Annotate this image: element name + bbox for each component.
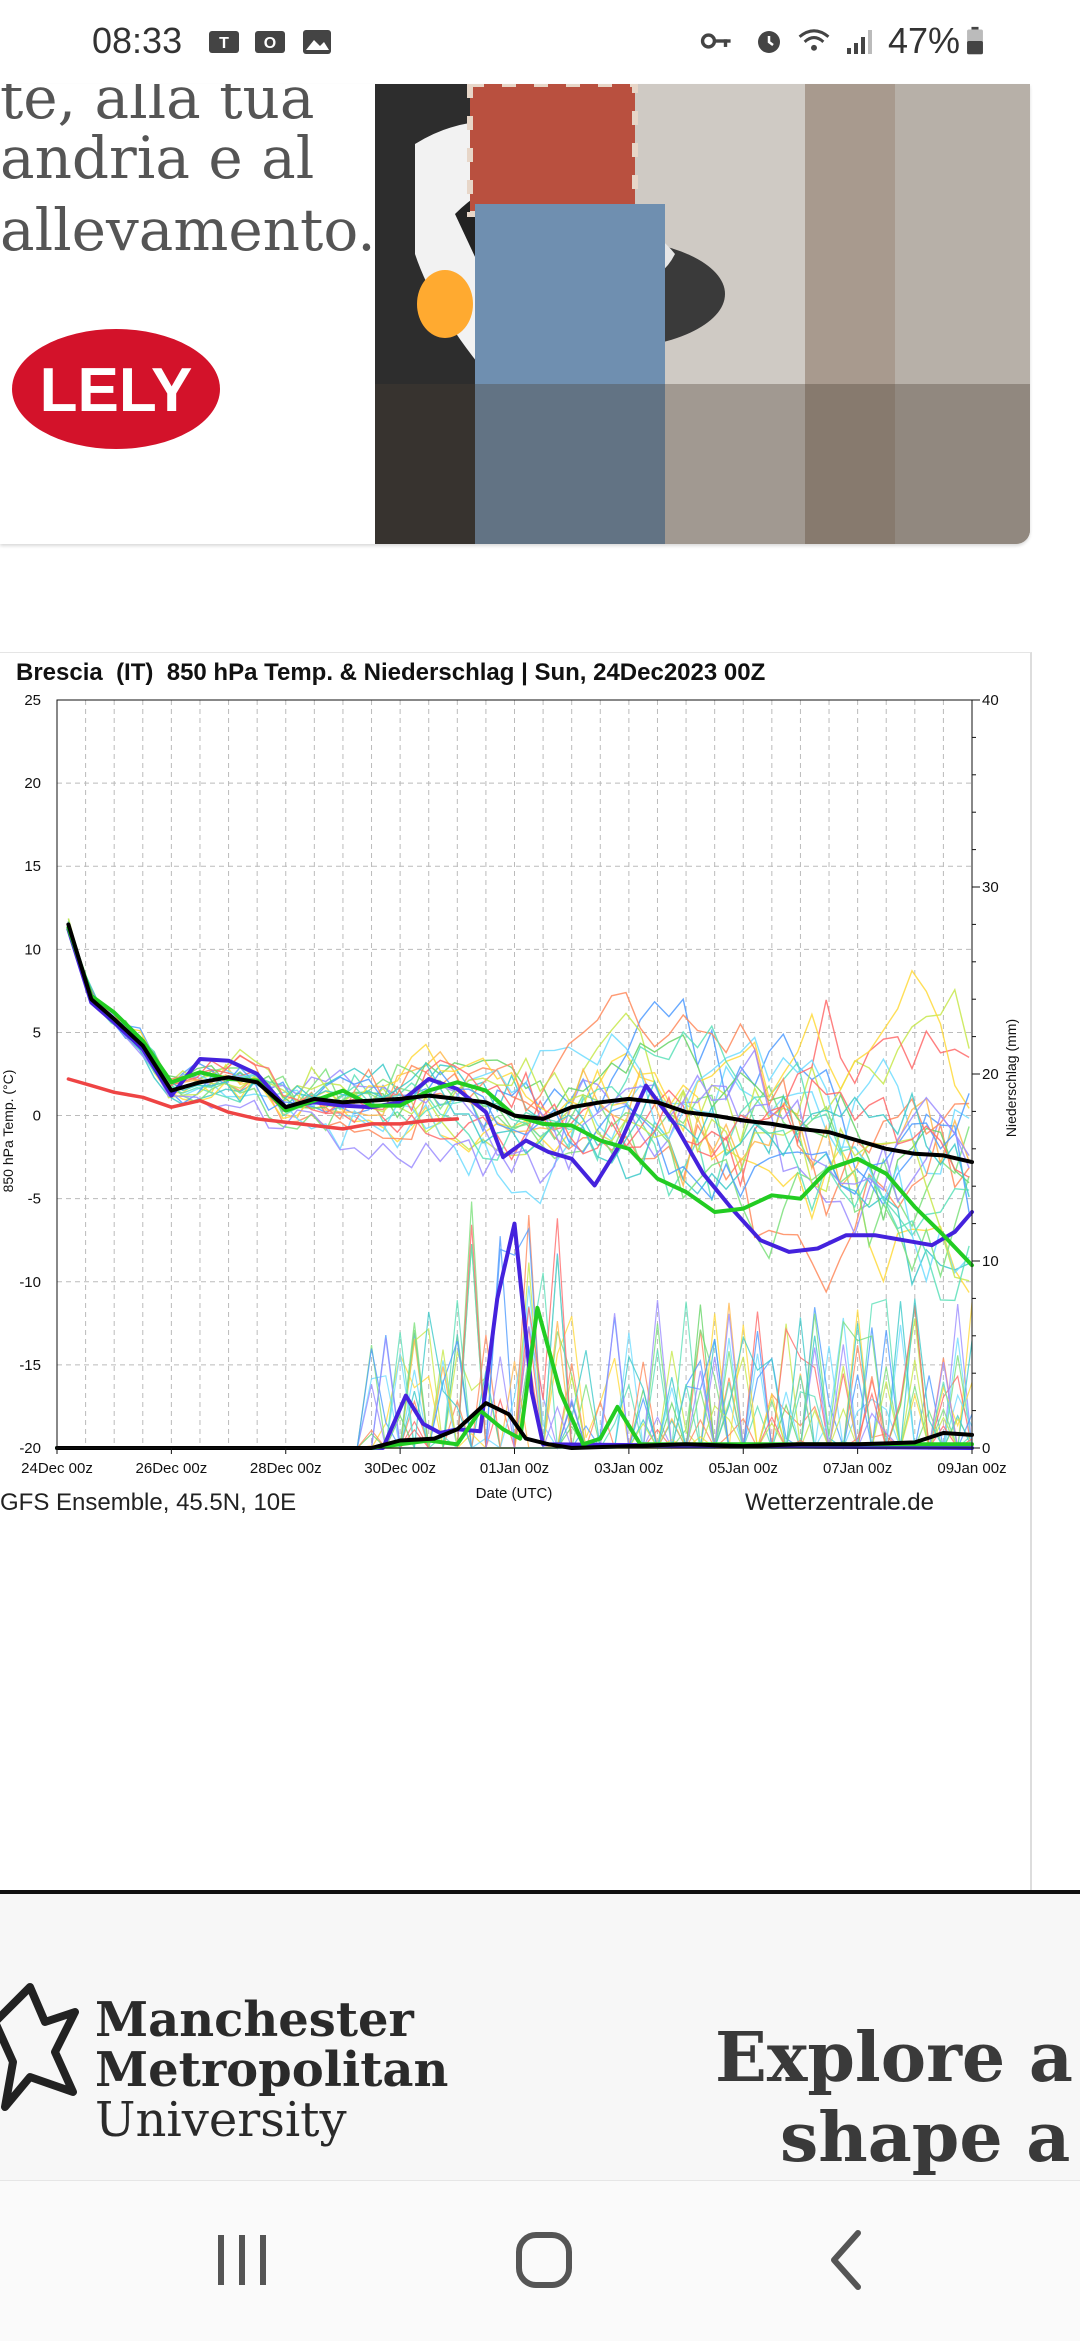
battery-icon <box>967 26 983 55</box>
ensemble-member-temperature <box>67 920 970 1221</box>
y-tick-label-left: 25 <box>24 692 41 709</box>
plot-frame <box>56 699 973 1449</box>
y-tick-label-right: 10 <box>982 1253 999 1270</box>
x-tick-label: 30Dec 00z <box>364 1460 436 1477</box>
y-axis-right-label: Niederschlag (mm) <box>1003 1019 1019 1137</box>
ensemble-member-temperature <box>67 921 970 1302</box>
mmu-logo-line-3: University <box>95 2092 347 2148</box>
cow-photo <box>375 84 1030 544</box>
ensemble-member-temperature <box>67 926 970 1294</box>
ad-tagline-line-2: shape a <box>780 2098 1071 2178</box>
y-tick-label-left: 0 <box>33 1108 41 1125</box>
svg-text:T: T <box>219 35 229 52</box>
ensemble-member-temperature <box>67 918 970 1279</box>
home-button[interactable] <box>484 2211 604 2311</box>
x-axis-label: Date (UTC) <box>476 1485 553 1502</box>
y-tick-label-left: 10 <box>24 941 41 958</box>
ensemble-member-temperature <box>67 927 970 1287</box>
source-site-label: Wetterzentrale.de <box>745 1489 934 1516</box>
outlook-icon: O <box>255 31 285 53</box>
divider <box>0 1890 1080 1894</box>
series-temperature-climate <box>66 1077 460 1131</box>
series-temperature-operational <box>66 927 974 1254</box>
chart-axes: 25 20 15 10 5 0 -5 -10 -15 -20 40 30 20 10 0 24Dec 00z 2… <box>19 692 1006 1477</box>
mmu-logo-line-2: Metropolitan <box>95 2042 449 2098</box>
main-series <box>55 922 974 1450</box>
mmu-logo-icon <box>0 1983 79 2111</box>
chart-title: Brescia (IT) 850 hPa Temp. & Niederschla… <box>16 659 765 686</box>
series-precip-mean <box>55 1401 974 1450</box>
ensemble-member-temperature <box>67 923 970 1293</box>
y-tick-label-left: -20 <box>19 1440 41 1457</box>
navigation-bar <box>0 2180 1080 2341</box>
x-tick-label: 09Jan 00z <box>937 1460 1006 1477</box>
mmu-advertisement[interactable]: Manchester Metropolitan University Explo… <box>0 1894 1080 2180</box>
recent-apps-button[interactable] <box>182 2211 302 2311</box>
ad-tagline-line-1: Explore a <box>715 2018 1073 2098</box>
status-bar: 08:33 T O 47% <box>0 0 1080 84</box>
series-precip-control <box>55 1305 974 1450</box>
y-tick-label-right: 30 <box>982 879 999 896</box>
x-tick-label: 26Dec 00z <box>136 1460 208 1477</box>
y-tick-label-right: 40 <box>982 692 999 709</box>
ad-text-line-3: allevamento. <box>0 196 376 264</box>
x-tick-label: 05Jan 00z <box>709 1460 778 1477</box>
wifi-icon <box>798 29 830 51</box>
y-tick-label-left: -15 <box>19 1357 41 1374</box>
mmu-logo-line-1: Manchester <box>95 1992 414 2048</box>
x-tick-label: 03Jan 00z <box>594 1460 663 1477</box>
x-tick-label: 28Dec 00z <box>250 1460 322 1477</box>
battery-percent: 47% <box>888 20 961 61</box>
y-axis-left-label: 850 hPa Temp. (°C) <box>0 1070 16 1193</box>
ensemble-member-temperature <box>67 922 970 1178</box>
back-button[interactable] <box>786 2211 906 2311</box>
y-tick-label-left: 20 <box>24 775 41 792</box>
y-tick-label-left: 15 <box>24 858 41 875</box>
y-tick-label-right: 20 <box>982 1066 999 1083</box>
y-tick-label-left: -5 <box>28 1191 41 1208</box>
lely-advertisement[interactable]: te, alla tua andria e al allevamento. LE… <box>0 84 1030 544</box>
series-temperature-mean <box>66 922 974 1165</box>
signal-icon <box>847 30 872 54</box>
ad-text-line-1: te, alla tua <box>0 84 315 132</box>
vpn-key-icon <box>700 33 731 49</box>
x-tick-label: 07Jan 00z <box>823 1460 892 1477</box>
gallery-icon <box>303 30 331 54</box>
ad-text-line-2: andria e al <box>0 124 315 192</box>
ensemble-member-temperature <box>67 925 970 1198</box>
y-tick-label-right: 0 <box>982 1440 990 1457</box>
y-tick-label-left: -10 <box>19 1274 41 1291</box>
status-time: 08:33 <box>92 20 183 61</box>
weather-chart-card: Brescia (IT) 850 hPa Temp. & Niederschla… <box>0 652 1032 1893</box>
alarm-icon <box>758 31 780 53</box>
svg-text:O: O <box>264 35 276 52</box>
ensemble-member-temperature <box>67 923 970 1237</box>
teams-icon: T <box>209 31 239 53</box>
ensemble-chart: Brescia (IT) 850 hPa Temp. & Niederschla… <box>0 659 1019 1502</box>
y-tick-label-left: 5 <box>33 1024 41 1041</box>
ensemble-member-temperature <box>67 927 970 1133</box>
lely-logo-text: LELY <box>40 356 193 425</box>
source-model-label: GFS Ensemble, 45.5N, 10E <box>0 1489 297 1516</box>
x-tick-label: 24Dec 00z <box>21 1460 93 1477</box>
lely-logo: LELY <box>4 323 228 455</box>
x-tick-label: 01Jan 00z <box>480 1460 549 1477</box>
